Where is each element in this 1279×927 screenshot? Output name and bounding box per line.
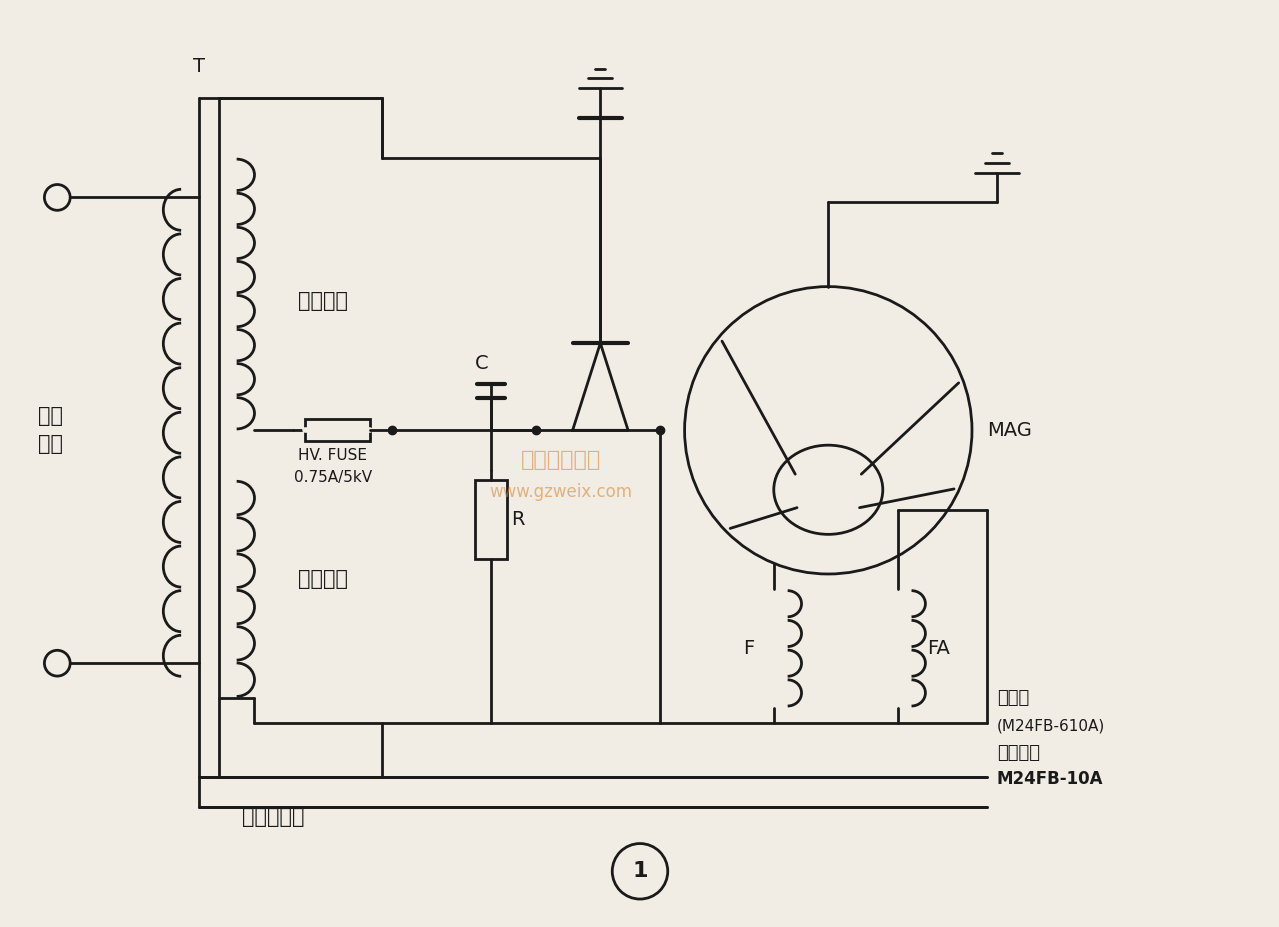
Bar	[476, 480, 508, 559]
Text: 1: 1	[632, 861, 647, 882]
Text: 0.75A/5kV: 0.75A/5kV	[294, 470, 372, 486]
Bar	[304, 419, 371, 441]
Text: T: T	[193, 57, 205, 75]
Text: 漏感变压器: 漏感变压器	[242, 806, 304, 827]
Text: F: F	[743, 639, 753, 658]
Text: FA: FA	[927, 639, 950, 658]
Text: C: C	[475, 354, 489, 373]
Text: HV. FUSE: HV. FUSE	[298, 448, 367, 463]
Text: (M24FB-610A): (M24FB-610A)	[996, 718, 1105, 733]
Text: 高压绕组: 高压绕组	[298, 291, 348, 311]
Text: MAG: MAG	[987, 421, 1032, 439]
Text: 灯丝绕组: 灯丝绕组	[298, 569, 348, 589]
Text: R: R	[512, 510, 524, 529]
Text: 精通维修下载: 精通维修下载	[521, 450, 601, 470]
Text: www.gzweix.com: www.gzweix.com	[489, 483, 632, 501]
Text: 代换型号: 代换型号	[996, 744, 1040, 762]
Text: 磁控管: 磁控管	[996, 689, 1030, 707]
Text: 初级
绕组: 初级 绕组	[38, 406, 63, 454]
Polygon shape	[573, 343, 628, 430]
Text: M24FB-10A: M24FB-10A	[996, 770, 1104, 788]
